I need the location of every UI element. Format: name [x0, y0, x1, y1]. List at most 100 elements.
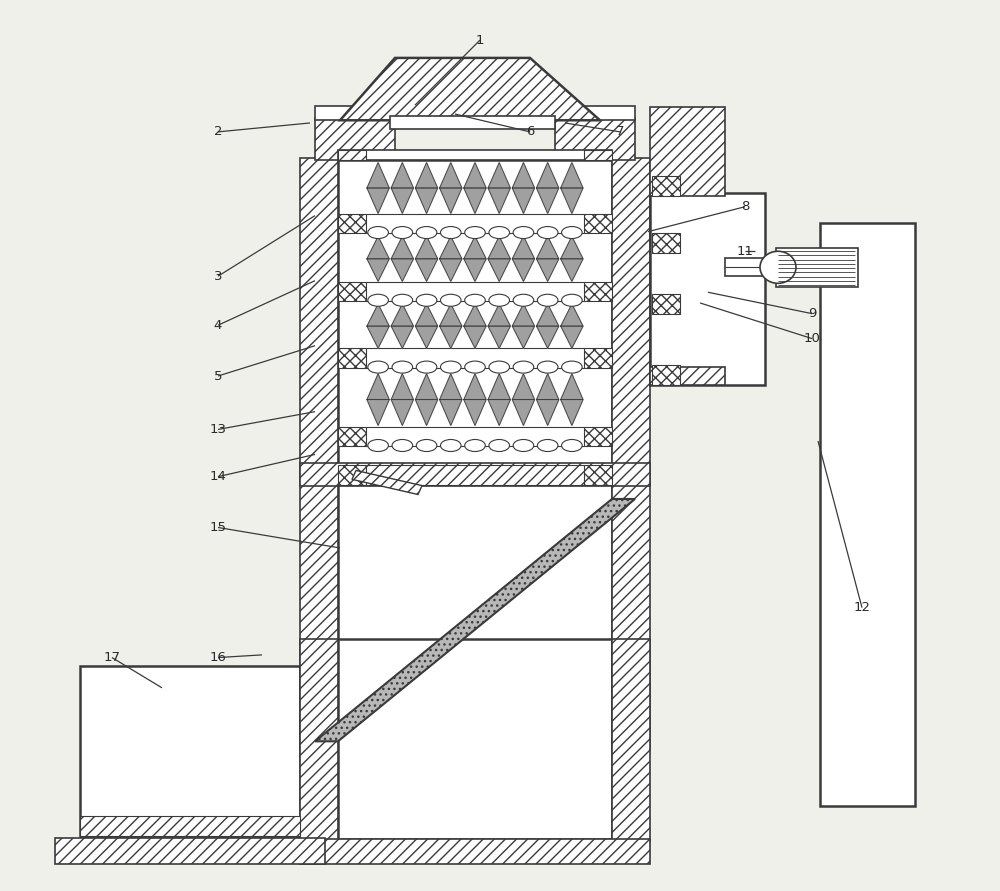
Polygon shape [488, 162, 510, 188]
Polygon shape [440, 236, 462, 258]
Ellipse shape [440, 226, 461, 239]
Bar [612, 639, 650, 842]
Ellipse shape [562, 439, 582, 452]
Bar [820, 223, 915, 806]
Bar [725, 258, 780, 276]
Ellipse shape [537, 226, 558, 239]
Ellipse shape [562, 226, 582, 239]
Polygon shape [415, 374, 438, 399]
Polygon shape [537, 162, 559, 188]
Text: 10: 10 [804, 332, 820, 345]
Polygon shape [315, 499, 635, 741]
Bar [584, 150, 612, 160]
Bar [300, 839, 650, 864]
Polygon shape [367, 304, 389, 326]
Polygon shape [391, 258, 413, 282]
Bar [650, 193, 765, 385]
Bar [612, 158, 650, 750]
Text: 8: 8 [741, 200, 749, 213]
Ellipse shape [537, 439, 558, 452]
Polygon shape [488, 304, 510, 326]
Ellipse shape [416, 226, 437, 239]
Ellipse shape [392, 361, 413, 373]
Polygon shape [561, 188, 583, 214]
Ellipse shape [465, 439, 485, 452]
Bar [338, 639, 612, 839]
Polygon shape [488, 326, 510, 348]
Polygon shape [488, 258, 510, 282]
Polygon shape [340, 58, 600, 120]
Ellipse shape [537, 361, 558, 373]
Ellipse shape [465, 294, 485, 307]
Polygon shape [415, 188, 438, 214]
Polygon shape [512, 304, 535, 326]
Bar [300, 639, 338, 842]
Polygon shape [440, 374, 462, 399]
Ellipse shape [392, 226, 413, 239]
Ellipse shape [489, 361, 510, 373]
Polygon shape [561, 304, 583, 326]
Ellipse shape [416, 361, 437, 373]
Polygon shape [391, 304, 413, 326]
Polygon shape [367, 162, 389, 188]
Polygon shape [561, 374, 583, 399]
Polygon shape [391, 188, 413, 214]
Ellipse shape [440, 439, 461, 452]
Bar [650, 107, 725, 196]
Polygon shape [415, 304, 438, 326]
Bar [338, 282, 366, 301]
Polygon shape [440, 162, 462, 188]
Bar [584, 282, 612, 301]
Bar [650, 367, 725, 385]
Polygon shape [440, 326, 462, 348]
Ellipse shape [465, 361, 485, 373]
Ellipse shape [513, 226, 534, 239]
Polygon shape [464, 188, 486, 214]
Bar [80, 816, 300, 836]
Ellipse shape [513, 361, 534, 373]
Bar [338, 465, 366, 485]
Polygon shape [537, 236, 559, 258]
Polygon shape [561, 236, 583, 258]
Polygon shape [512, 258, 535, 282]
Bar [776, 248, 858, 287]
Polygon shape [512, 399, 535, 425]
Polygon shape [537, 399, 559, 425]
Bar [652, 233, 680, 253]
Polygon shape [464, 236, 486, 258]
Text: 11: 11 [736, 245, 754, 257]
Polygon shape [415, 236, 438, 258]
Bar [338, 214, 366, 233]
Bar [584, 465, 612, 485]
Bar [300, 463, 650, 486]
Polygon shape [512, 326, 535, 348]
Text: 7: 7 [616, 126, 624, 138]
Polygon shape [367, 258, 389, 282]
Ellipse shape [465, 226, 485, 239]
Polygon shape [512, 374, 535, 399]
Ellipse shape [440, 361, 461, 373]
Polygon shape [512, 162, 535, 188]
Polygon shape [440, 304, 462, 326]
Bar [338, 150, 366, 160]
Bar [652, 176, 680, 196]
Bar [584, 427, 612, 446]
Text: 9: 9 [808, 307, 816, 320]
Text: 14: 14 [210, 470, 226, 483]
Bar [584, 348, 612, 368]
Ellipse shape [416, 294, 437, 307]
Polygon shape [391, 236, 413, 258]
Ellipse shape [440, 294, 461, 307]
Text: 13: 13 [210, 423, 226, 436]
Text: 12: 12 [854, 601, 870, 614]
Polygon shape [464, 258, 486, 282]
Polygon shape [367, 374, 389, 399]
Ellipse shape [513, 294, 534, 307]
Polygon shape [537, 326, 559, 348]
Bar [338, 150, 612, 160]
Bar [555, 118, 635, 160]
Polygon shape [512, 188, 535, 214]
Text: 15: 15 [210, 521, 226, 534]
Ellipse shape [562, 294, 582, 307]
Bar [338, 427, 366, 446]
